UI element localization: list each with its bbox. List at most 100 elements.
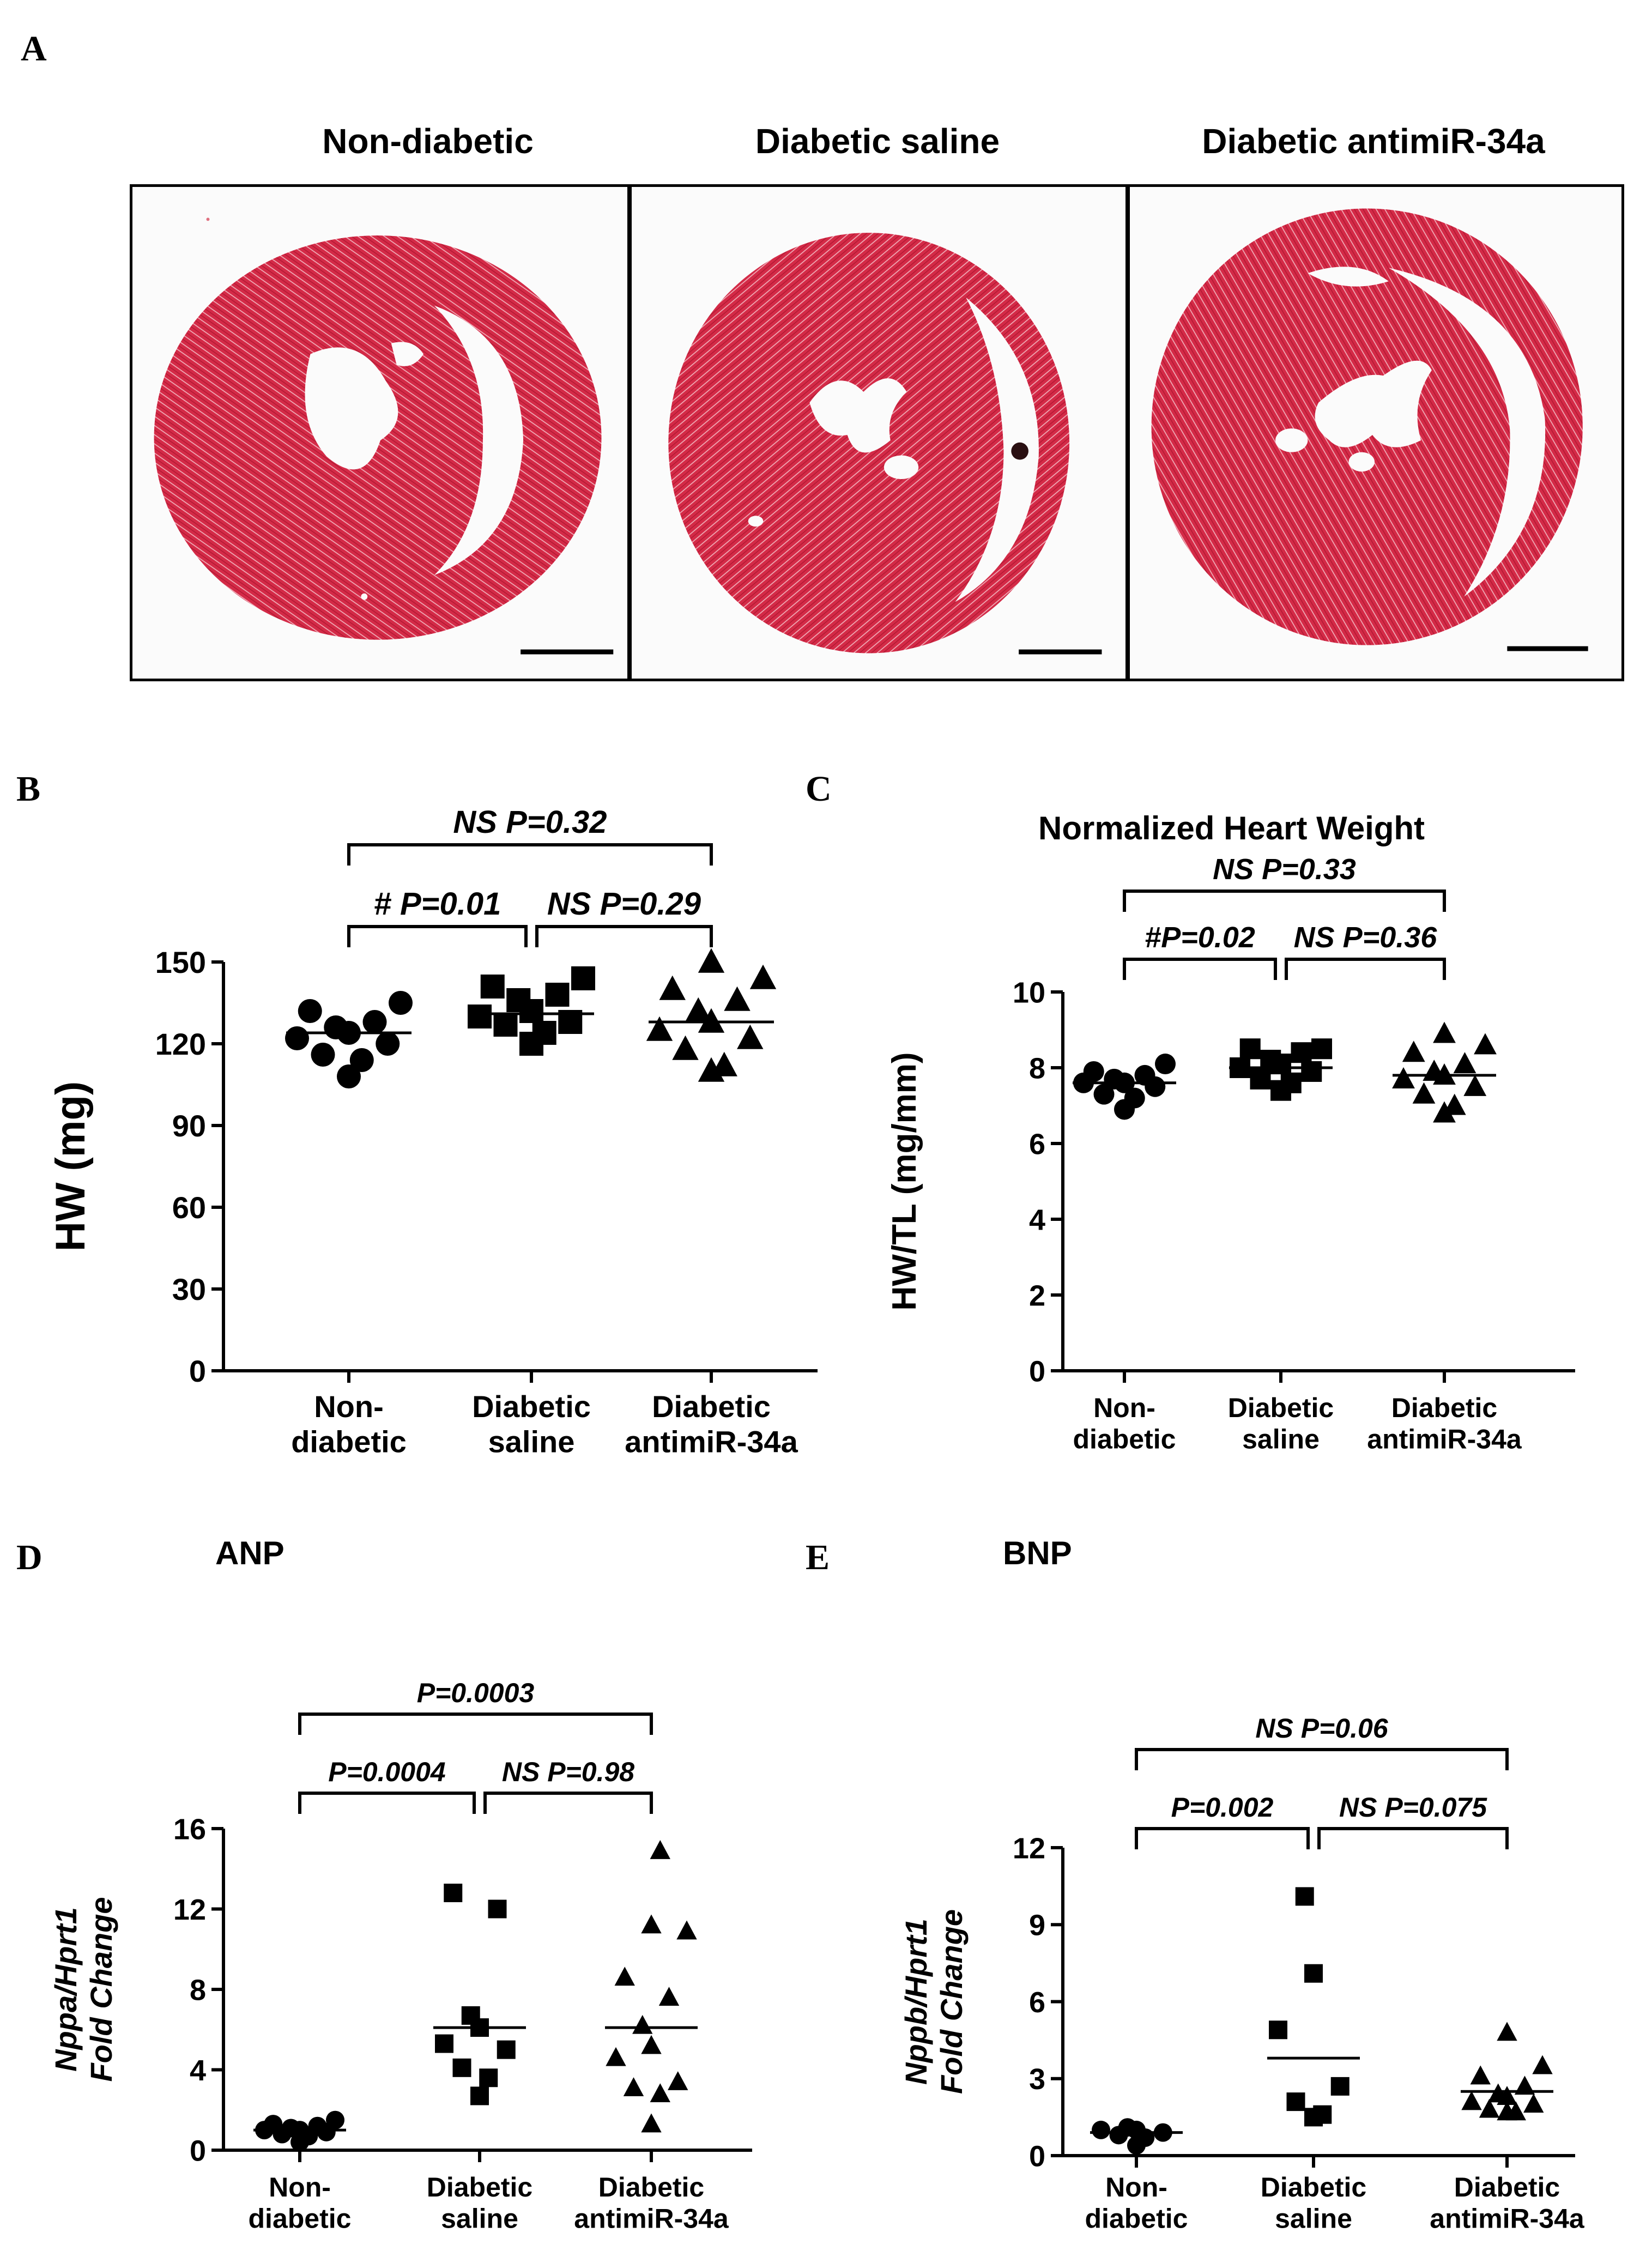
x-category-line: Diabetic [1454,2172,1560,2203]
data-point-circle [1155,1054,1176,1075]
x-category-label: Diabetic antimiR-34a [574,2172,729,2234]
significance-bracket [1317,1827,1509,1849]
chart-d-title: ANP [215,1535,285,1571]
y-tick-label: 120 [155,1027,206,1061]
data-point-square [1330,2077,1350,2096]
data-point-triangle [1443,1093,1466,1115]
significance-bracket [535,925,713,947]
x-category-line: Diabetic [1261,2172,1367,2203]
x-category-line: Diabetic [1228,1393,1334,1423]
data-point-circle [326,2110,344,2129]
data-point-triangle [1433,1101,1456,1123]
y-tick-label: 16 [173,1813,206,1846]
histology-title-diabetic-antimir: Diabetic antimiR-34a [1202,122,1545,161]
data-point-square [545,983,570,1007]
data-point-triangle [1433,1021,1456,1043]
x-category-line: diabetic [249,2204,352,2234]
data-point-square [479,2068,498,2087]
data-point-square [480,975,505,999]
data-point-circle [1124,1087,1145,1109]
panel-letter-e: E [806,1538,830,1577]
x-category-label: Non-diabetic [249,2172,352,2234]
y-tick-label: 8 [190,1974,206,2006]
data-point-circle [324,1015,348,1039]
data-point-circle [285,1026,309,1050]
data-point-circle [281,2119,300,2138]
data-point-square [497,2040,516,2059]
histology-title-diabetic-saline: Diabetic saline [755,122,1000,161]
significance-bracket [347,843,713,866]
data-point-triangle [698,1008,725,1033]
data-point-triangle [1453,1052,1476,1074]
data-point-triangle [737,1024,764,1049]
y-tick-label: 4 [190,2054,206,2087]
y-tick-label: 2 [1029,1279,1045,1312]
x-category-label: Diabetic saline [1261,2172,1367,2234]
data-point-circle [264,2115,283,2134]
y-tick-label: 60 [172,1190,206,1225]
x-category-line: antimiR-34a [1430,2204,1585,2234]
data-point-circle [311,1043,335,1067]
x-category-line: Diabetic [652,1389,771,1424]
y-tick-label: 10 [1013,976,1045,1009]
x-category-line: Non- [314,1389,384,1424]
data-point-triangle [1474,1033,1497,1055]
significance-bracket [298,1792,476,1814]
p-value-label: #P=0.02 [1145,921,1255,954]
data-point-square [1286,2092,1305,2111]
data-point-triangle [676,1920,697,1940]
p-value-label: NS P=0.33 [1213,853,1356,886]
y-tick-label: 3 [1029,2063,1045,2096]
p-value-label: P=0.002 [1171,1792,1274,1823]
data-point-square [506,988,531,1012]
x-category-line: antimiR-34a [625,1424,798,1459]
data-point-square [1239,1038,1261,1060]
y-axis-label: HW (mg) [47,1081,94,1251]
y-tick-label: 6 [1029,1986,1045,2019]
p-value-label: NS P=0.06 [1255,1713,1388,1744]
x-category-label: Non-diabetic [1073,1393,1176,1455]
x-category-line: saline [1242,1424,1320,1455]
x-category-line: saline [441,2204,518,2234]
p-value-label: # P=0.01 [374,886,501,922]
significance-bracket [483,1792,653,1814]
data-point-circle [1093,1084,1115,1105]
data-point-square [493,1013,518,1037]
data-point-triangle [641,1914,662,1934]
data-point-triangle [1523,2093,1544,2113]
y-tick-label: 0 [189,1354,206,1388]
x-category-label: Diabetic saline [427,2172,533,2234]
data-point-square [488,1899,507,1919]
x-category-label: Diabetic antimiR-34a [1430,2172,1585,2234]
y-axis-label: HW/TL (mg/mm) [886,1052,923,1310]
x-category-label: Non-diabetic [291,1389,407,1459]
data-point-square [1280,1072,1302,1093]
histology-image-non-diabetic [130,184,630,681]
y-tick-label: 90 [172,1109,206,1143]
x-category-line: Non- [1093,1393,1155,1423]
y-axis-label-line2: Fold Change [934,1909,969,2094]
data-point-square [444,1884,463,1902]
data-point-circle [1092,2120,1110,2139]
data-point-square [470,2086,489,2105]
data-point-triangle [658,1987,680,2006]
x-category-line: diabetic [1073,1424,1176,1455]
data-point-square [468,1005,492,1028]
histology-image-diabetic-antimir [1127,184,1624,681]
data-point-triangle [1514,2076,1535,2095]
data-point-triangle [1497,2022,1517,2041]
x-category-line: antimiR-34a [574,2204,729,2234]
x-category-line: diabetic [291,1424,407,1459]
x-category-line: Diabetic [427,2172,533,2203]
data-point-triangle [650,2083,670,2103]
significance-bracket [347,925,528,947]
chart-e-title: BNP [1003,1535,1072,1571]
y-tick-label: 4 [1029,1203,1045,1236]
x-category-line: Non- [269,2172,331,2203]
data-point-triangle [685,997,712,1022]
data-point-square [435,2034,453,2053]
data-point-triangle [1412,1082,1436,1104]
